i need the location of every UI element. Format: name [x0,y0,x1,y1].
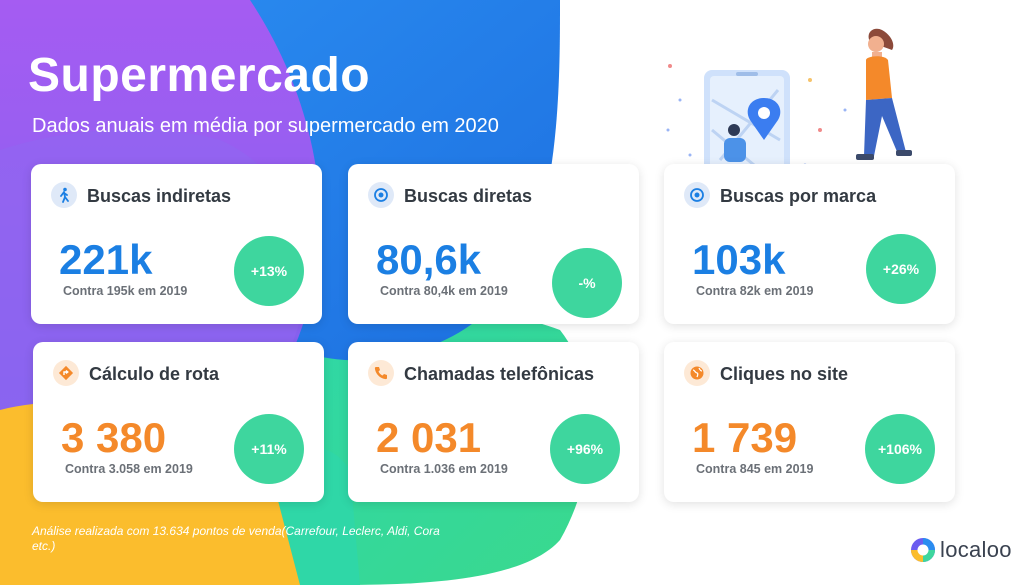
card-value: 80,6k [376,236,482,283]
card-comparison: Contra 845 em 2019 [696,462,814,476]
person-map-illustration [666,28,912,170]
card-value: 3 380 [61,414,167,461]
brand-logo: localoo [910,537,1012,563]
card-buscas-indiretas: Buscas indiretas 221k Contra 195k em 201… [31,164,322,324]
card-value: 1 739 [692,414,798,461]
page-title: Supermercado [28,49,371,102]
change-badge: +106% [865,414,935,484]
card-cliques-no-site: Cliques no site 1 739 Contra 845 em 2019… [664,342,955,502]
card-chamadas-telefonicas: Chamadas telefônicas 2 031 Contra 1.036 … [348,342,639,502]
card-comparison: Contra 1.036 em 2019 [380,462,508,476]
change-badge: +13% [234,236,304,306]
card-title: Buscas indiretas [87,186,232,206]
card-title: Cliques no site [720,364,849,384]
directions-icon [53,360,79,386]
card-buscas-por-marca: Buscas por marca 103k Contra 82k em 2019… [664,164,955,324]
localoo-logo-icon [911,538,935,562]
card-title: Buscas diretas [404,186,533,206]
change-badge: +26% [866,234,936,304]
logo-text: localoo [940,537,1012,562]
card-title: Cálculo de rota [89,364,220,384]
card-value: 2 031 [376,414,482,461]
globe-icon [684,360,710,386]
card-comparison: Contra 195k em 2019 [63,284,188,298]
walking-person-icon [51,182,77,208]
footnote: Análise realizada com 13.634 pontos de v… [32,524,440,553]
card-calculo-de-rota: Cálculo de rota 3 380 Contra 3.058 em 20… [33,342,324,502]
card-buscas-diretas: Buscas diretas 80,6k Contra 80,4k em 201… [348,164,639,324]
target-icon [684,182,710,208]
card-title: Chamadas telefônicas [404,364,595,384]
card-comparison: Contra 3.058 em 2019 [65,462,193,476]
card-comparison: Contra 80,4k em 2019 [380,284,508,298]
change-badge: -% [552,248,622,318]
page-subtitle: Dados anuais em média por supermercado e… [32,115,499,137]
change-badge: +96% [550,414,620,484]
phone-icon [368,360,394,386]
target-icon [368,182,394,208]
card-comparison: Contra 82k em 2019 [696,284,814,298]
card-value: 221k [59,236,153,283]
change-badge: +11% [234,414,304,484]
card-title: Buscas por marca [720,186,877,206]
card-value: 103k [692,236,786,283]
